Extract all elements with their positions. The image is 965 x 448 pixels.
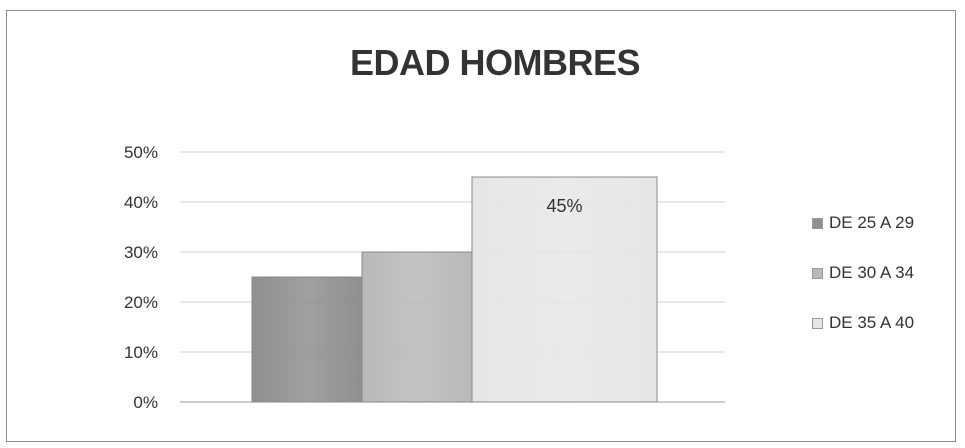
legend-item-1: DE 30 A 34 xyxy=(812,263,915,282)
legend-item-2: DE 35 A 40 xyxy=(812,313,915,332)
legend-label-0: DE 25 A 29 xyxy=(829,213,915,232)
legend-swatch-2 xyxy=(812,317,823,329)
y-tick-label: 50% xyxy=(124,143,158,162)
y-tick-label: 20% xyxy=(124,293,158,312)
y-tick-label: 0% xyxy=(133,393,158,412)
chart-legend: DE 25 A 29 DE 30 A 34 DE 35 A 40 xyxy=(812,213,915,364)
legend-label-2: DE 35 A 40 xyxy=(829,313,915,332)
legend-item-0: DE 25 A 29 xyxy=(812,213,915,232)
bar-1 xyxy=(361,251,473,403)
chart-title: EDAD HOMBRES xyxy=(349,42,641,83)
bar-2 xyxy=(471,176,658,403)
bar-0 xyxy=(251,276,363,403)
legend-swatch-0 xyxy=(812,217,823,229)
legend-label-1: DE 30 A 34 xyxy=(829,263,915,282)
y-tick-label: 40% xyxy=(124,193,158,212)
y-tick-label: 30% xyxy=(124,243,158,262)
legend-swatch-1 xyxy=(812,267,823,279)
y-tick-label: 10% xyxy=(124,343,158,362)
data-label-2: 45% xyxy=(546,196,582,216)
